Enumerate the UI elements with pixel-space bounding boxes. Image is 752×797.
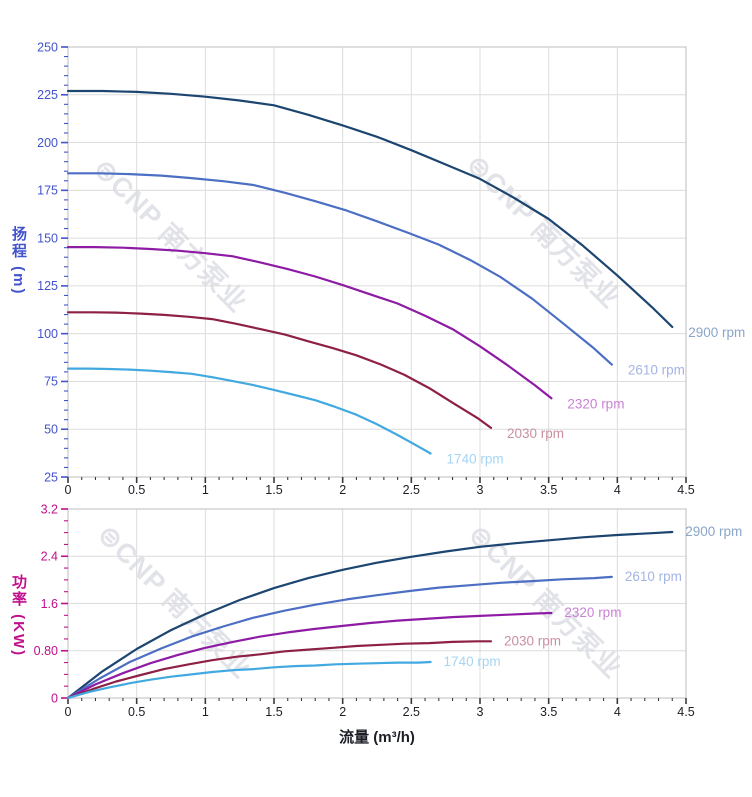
y-tick-label: 0 xyxy=(51,691,58,705)
y-tick-label: 250 xyxy=(37,40,58,54)
curve-head-2320-rpm xyxy=(66,246,553,400)
power-flow-chart: 0 0.5 1 1.5 2 2.5 3 3.5 4 4.5 0 0.80 1.6 2.4 3.2 2900 r… xyxy=(34,502,743,719)
x-tick-label: 2 xyxy=(339,705,346,719)
curve-power-1740-rpm xyxy=(66,660,432,700)
rpm-label-power-1740-rpm: 1740 rpm xyxy=(444,654,501,669)
head-y-axis-title: 扬程 (m) xyxy=(10,226,27,296)
x-tick-label: 1 xyxy=(202,705,209,719)
x-tick-label: 4 xyxy=(614,483,621,497)
x-tick-label: 3.5 xyxy=(540,483,557,497)
x-tick-label: 3 xyxy=(477,705,484,719)
rpm-label-head-1740-rpm: 1740 rpm xyxy=(447,451,504,466)
x-tick-label: 3 xyxy=(477,483,484,497)
curve-power-2030-rpm xyxy=(66,640,493,700)
x-tick-label: 1.5 xyxy=(265,483,282,497)
x-tick-label: 0.5 xyxy=(128,483,145,497)
flow-x-axis-title: 流量 (m³/h) xyxy=(339,729,415,746)
curve-power-2610-rpm xyxy=(66,575,613,700)
curve-head-2030-rpm xyxy=(66,311,493,429)
x-tick-label: 1.5 xyxy=(265,705,282,719)
x-tick-label: 0 xyxy=(65,483,72,497)
x-tick-label: 4 xyxy=(614,705,621,719)
y-tick-label: 150 xyxy=(37,231,58,245)
y-tick-label: 1.6 xyxy=(41,597,58,611)
y-tick-label: 2.4 xyxy=(41,550,58,564)
y-tick-label: 25 xyxy=(44,470,58,484)
y-tick-label: 225 xyxy=(37,88,58,102)
x-tick-label: 2.5 xyxy=(403,705,420,719)
curve-power-2900-rpm xyxy=(66,530,674,700)
head-flow-chart: 0 0.5 1 1.5 2 2.5 3 3.5 4 4.5 25 50 75 100 125 150 175 20… xyxy=(37,40,745,497)
y-tick-label: 200 xyxy=(37,136,58,150)
x-tick-label: 1 xyxy=(202,483,209,497)
x-tick-label: 2.5 xyxy=(403,483,420,497)
rpm-label-power-2320-rpm: 2320 rpm xyxy=(564,605,621,620)
rpm-label-power-2030-rpm: 2030 rpm xyxy=(504,633,561,648)
plot-border xyxy=(67,46,687,478)
rpm-label-head-2610-rpm: 2610 rpm xyxy=(628,363,685,378)
rpm-label-power-2900-rpm: 2900 rpm xyxy=(685,524,742,539)
y-tick-label: 3.2 xyxy=(41,502,58,516)
x-tick-label: 4.5 xyxy=(677,705,694,719)
x-tick-label: 0.5 xyxy=(128,705,145,719)
curve-power-2320-rpm xyxy=(66,611,553,700)
y-tick-label: 125 xyxy=(37,279,58,293)
curve-head-2610-rpm xyxy=(66,172,613,366)
power-y-axis-title: 功率 (KW) xyxy=(10,574,27,658)
rpm-label-head-2320-rpm: 2320 rpm xyxy=(567,396,624,411)
y-tick-label: 175 xyxy=(37,184,58,198)
rpm-label-head-2030-rpm: 2030 rpm xyxy=(507,426,564,441)
y-tick-label: 0.80 xyxy=(34,644,58,658)
curve-head-1740-rpm xyxy=(66,367,432,455)
y-tick-label: 100 xyxy=(37,327,58,341)
rpm-label-power-2610-rpm: 2610 rpm xyxy=(625,569,682,584)
x-tick-label: 0 xyxy=(65,705,72,719)
x-tick-label: 2 xyxy=(339,483,346,497)
x-tick-label: 3.5 xyxy=(540,705,557,719)
rpm-label-head-2900-rpm: 2900 rpm xyxy=(688,325,745,340)
y-tick-label: 50 xyxy=(44,423,58,437)
x-tick-label: 4.5 xyxy=(677,483,694,497)
curve-head-2900-rpm xyxy=(66,89,674,329)
y-tick-label: 75 xyxy=(44,375,58,389)
